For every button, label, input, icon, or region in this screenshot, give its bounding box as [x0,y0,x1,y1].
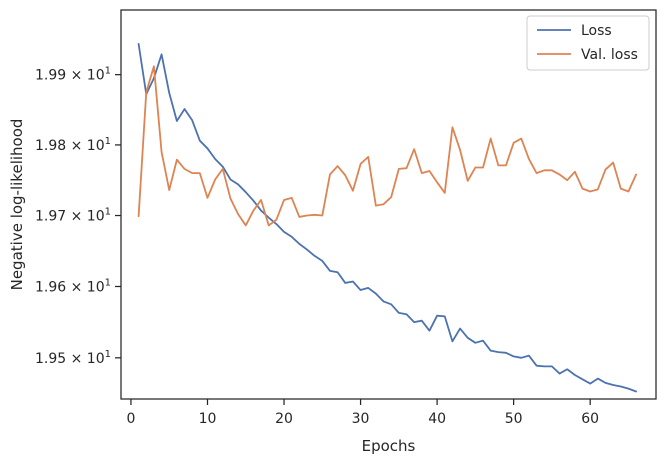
x-tick-label: 20 [275,411,293,427]
x-tick-label: 0 [126,411,135,427]
y-tick-label: 1.97 × 101 [35,207,111,225]
x-axis-ticks: 0 10 20 30 40 50 60 [126,399,599,427]
y-tick-label: 1.98 × 101 [35,136,111,154]
x-axis-label: Epochs [362,437,416,455]
x-tick-label: 10 [199,411,217,427]
series-line-val-loss [137,65,637,227]
series-lines [137,42,637,393]
y-axis-ticks: 1.95 × 101 1.96 × 101 1.97 × 101 1.98 × 101… [35,66,121,367]
plot-area-frame [120,9,657,400]
x-tick-label: 50 [505,411,523,427]
y-axis-label: Negative log-likelihood [8,119,26,291]
x-tick-label: 40 [428,411,446,427]
y-tick-label: 1.99 × 101 [35,66,111,84]
legend-label-val-loss: Val. loss [581,47,638,63]
y-tick-label: 1.96 × 101 [35,277,111,295]
legend: Loss Val. loss [526,15,650,71]
y-tick-label: 1.95 × 101 [35,349,111,367]
legend-label-loss: Loss [581,23,612,39]
x-tick-label: 30 [352,411,370,427]
x-tick-label: 60 [581,411,599,427]
series-line-loss [137,42,637,393]
